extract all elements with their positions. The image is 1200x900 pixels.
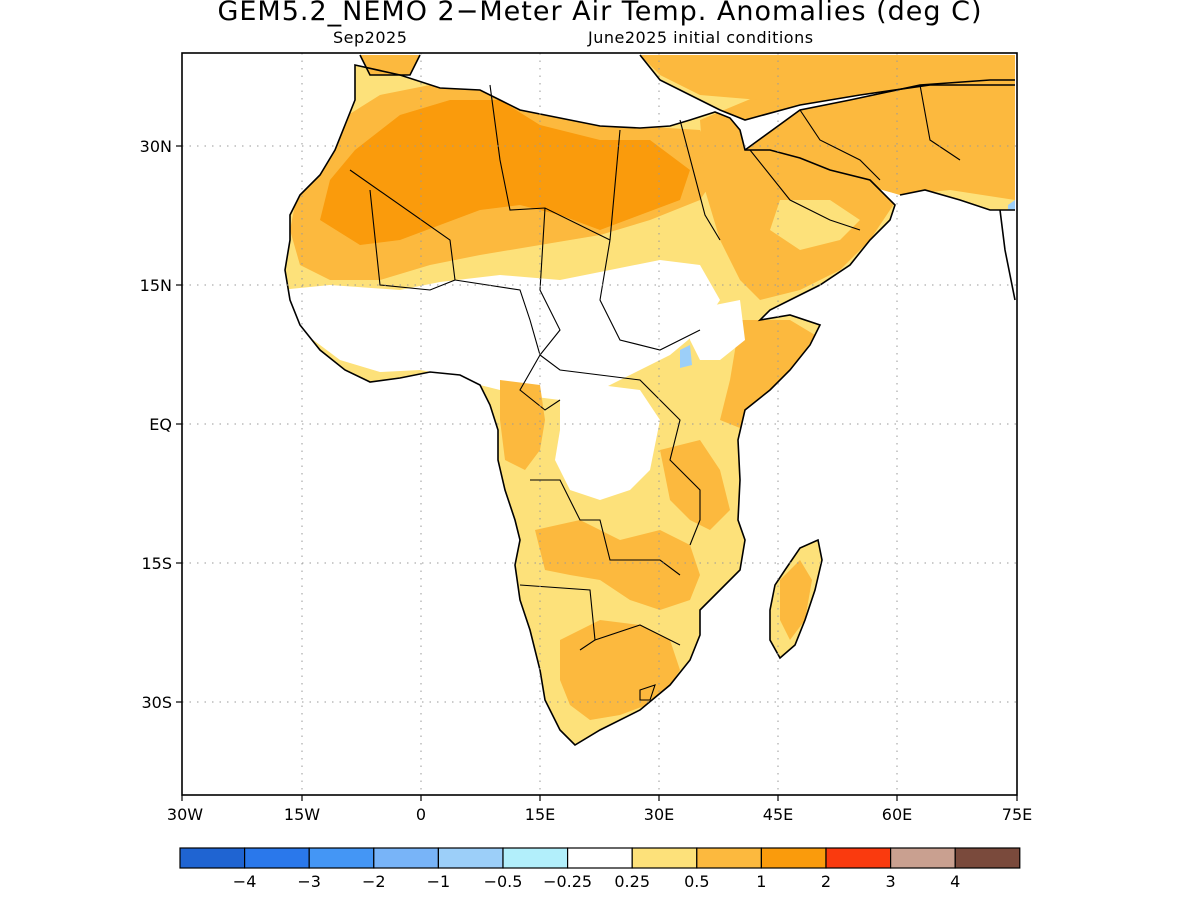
colorbar-label: 1 [756, 872, 766, 891]
anomaly-1-2-sahara [320, 100, 690, 245]
lon-label: 30E [644, 805, 674, 824]
latitude-labels: 30N 15N EQ 15S 30S [140, 137, 172, 712]
lon-label: 30W [167, 805, 203, 824]
country-borders [349, 84, 961, 701]
lon-label: 45E [763, 805, 793, 824]
anomaly-negative-south-sudan [680, 345, 692, 368]
anomaly-neutral-sahel [285, 260, 720, 400]
map-title: GEM5.2_NEMO 2−Meter Air Temp. Anomalies … [217, 0, 983, 27]
initial-conditions-label: June2025 initial conditions [588, 28, 814, 47]
colorbar-label: 4 [950, 872, 960, 891]
anomaly-0.5-1-europe [640, 55, 1015, 100]
lon-label: 0 [416, 805, 426, 824]
anomaly-0.5-1-angola-zambia [535, 520, 700, 610]
lon-label: 60E [882, 805, 912, 824]
colorbar-label: −4 [233, 872, 257, 891]
anomaly-neutral-congo [555, 385, 660, 500]
colorbar-label: −1 [427, 872, 451, 891]
anomaly-0.25-0.5-arabia [770, 200, 860, 250]
anomaly-negative-india [1008, 200, 1015, 232]
colorbar-swatch [373, 847, 439, 869]
colorbar-swatch [696, 847, 762, 869]
anomaly-0.5-1-madagascar [780, 560, 812, 640]
colorbar-swatch [760, 847, 827, 869]
colorbar-swatch [308, 847, 375, 869]
axis-ticks [176, 145, 1018, 801]
lon-label: 75E [1002, 805, 1032, 824]
colorbar-label: 3 [886, 872, 896, 891]
colorbar-label: −2 [362, 872, 386, 891]
anomaly-0.5-1-arabia [700, 75, 1015, 300]
colorbar-swatch [244, 847, 310, 869]
colorbar-label: −0.5 [484, 872, 523, 891]
lon-label: 15E [525, 805, 555, 824]
colorbar-label: 2 [821, 872, 831, 891]
colorbar-swatch [889, 847, 956, 869]
anomaly-0.5-1-gabon [500, 380, 545, 470]
colorbar-swatch [566, 847, 633, 869]
lon-label: 15W [284, 805, 320, 824]
colorbar-label: −0.25 [543, 872, 592, 891]
anomaly-neutral-ethiopia [690, 300, 745, 360]
colorbar-label: 0.25 [614, 872, 650, 891]
colorbar-swatch [179, 847, 246, 869]
lat-label: 15N [140, 276, 172, 295]
colorbar-swatch [437, 847, 504, 869]
colorbar-swatch [631, 847, 698, 869]
lat-label: 30N [140, 137, 172, 156]
anomaly-shading [285, 55, 1015, 745]
lat-label: 15S [141, 554, 172, 573]
forecast-month: Sep2025 [333, 28, 408, 47]
lat-label: 30S [141, 693, 172, 712]
lat-label: EQ [149, 415, 172, 434]
colorbar-swatch [825, 847, 892, 869]
colorbar-swatch [502, 847, 569, 869]
colorbar-label: 0.5 [684, 872, 709, 891]
longitude-labels: 30W 15W 0 15E 30E 45E 60E 75E [167, 805, 1032, 824]
colorbar-label: −3 [297, 872, 321, 891]
colorbar-swatch [954, 847, 1021, 869]
coastlines [284, 54, 1016, 747]
colorbar: −4 −3 −2 −1 −0.5 −0.25 0.25 0.5 1 2 3 4 [179, 847, 1021, 891]
anomaly-0.5-1-south-africa [560, 620, 680, 720]
anomaly-0.5-1-horn [720, 320, 815, 430]
